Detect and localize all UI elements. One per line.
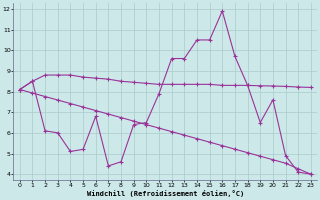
X-axis label: Windchill (Refroidissement éolien,°C): Windchill (Refroidissement éolien,°C) bbox=[87, 190, 244, 197]
